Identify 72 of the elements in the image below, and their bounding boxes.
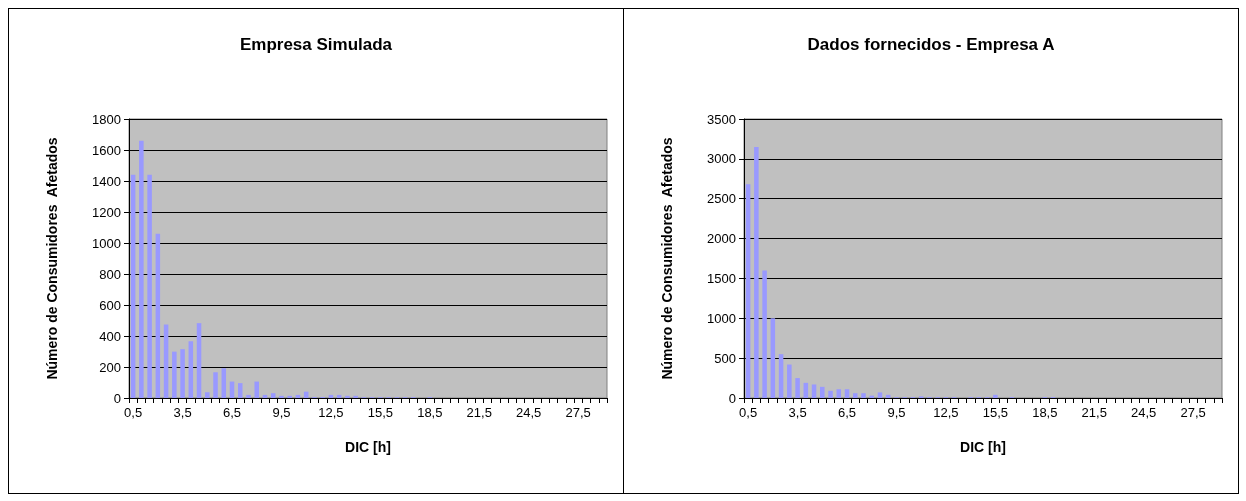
bar [993,394,998,398]
bar [828,390,833,398]
bar [852,393,858,398]
x-axis-title: DIC [h] [960,439,1006,455]
bar [205,392,210,398]
y-tick-label: 500 [714,350,736,366]
bar [353,395,358,398]
y-tick-label: 400 [99,328,121,344]
bar [180,349,185,398]
bar [147,174,152,398]
bar [279,395,284,398]
y-tick-label: 1200 [92,204,121,220]
bar [172,351,177,398]
y-tick-label: 2500 [707,191,736,207]
bar [762,270,767,398]
x-tick-label: 15,5 [367,405,394,420]
y-tick-label: 3000 [707,151,736,167]
x-tick-label: 3,5 [173,405,192,420]
bar [877,392,883,398]
bar [213,372,218,398]
chart-title: Empresa Simulada [239,35,393,54]
bar [287,395,292,398]
x-tick-label: 27,5 [565,405,591,420]
bar [270,393,276,398]
y-tick-label: 0 [728,390,736,406]
x-tick-label: 18,5 [1032,405,1058,420]
x-tick-label: 6,5 [222,405,242,420]
x-tick-label: 0,5 [124,405,143,420]
y-tick-label: 0 [113,390,121,406]
x-tick-label: 0,5 [739,405,758,420]
bar [869,395,875,398]
x-tick-label: 12,5 [933,405,959,420]
bar [795,378,800,398]
x-tick-label: 9,5 [887,405,906,420]
y-tick-label: 2000 [707,231,736,247]
y-tick-label: 1800 [92,111,121,127]
y-tick-label: 1400 [92,173,121,189]
x-tick-label: 21,5 [466,405,492,420]
bar [246,394,251,398]
bar [844,389,850,398]
y-axis-title: Número de Consumidores Afetados [659,137,675,380]
y-tick-label: 1600 [92,142,121,158]
y-tick-label: 200 [99,359,121,375]
x-tick-label: 18,5 [417,405,443,420]
bar [836,389,842,398]
x-axis-title: DIC [h] [345,439,391,455]
x-tick-label: 3,5 [788,405,807,420]
y-tick-label: 1000 [707,310,736,326]
bar [754,146,759,398]
x-tick-label: 27,5 [1180,405,1206,420]
x-tick-label: 24,5 [1131,405,1157,420]
bar [787,364,792,398]
y-tick-label: 3500 [707,111,736,127]
bar [254,381,260,398]
y-tick-label: 1500 [707,270,736,286]
bar [345,395,350,398]
y-axis-title: Número de Consumidores Afetados [44,137,60,380]
x-tick-label: 6,5 [837,405,857,420]
x-tick-label: 15,5 [982,405,1009,420]
chart-title: Dados fornecidos - Empresa A [807,35,1055,54]
x-tick-label: 12,5 [318,405,344,420]
bar [237,383,243,398]
y-tick-label: 1000 [92,235,121,251]
y-tick-label: 600 [99,297,121,313]
y-tick-label: 800 [99,266,121,282]
x-tick-label: 24,5 [516,405,542,420]
bar [139,140,144,398]
bar [811,384,817,398]
bar [861,393,866,398]
x-tick-label: 21,5 [1081,405,1107,420]
x-tick-label: 9,5 [272,405,291,420]
bar [820,386,825,398]
